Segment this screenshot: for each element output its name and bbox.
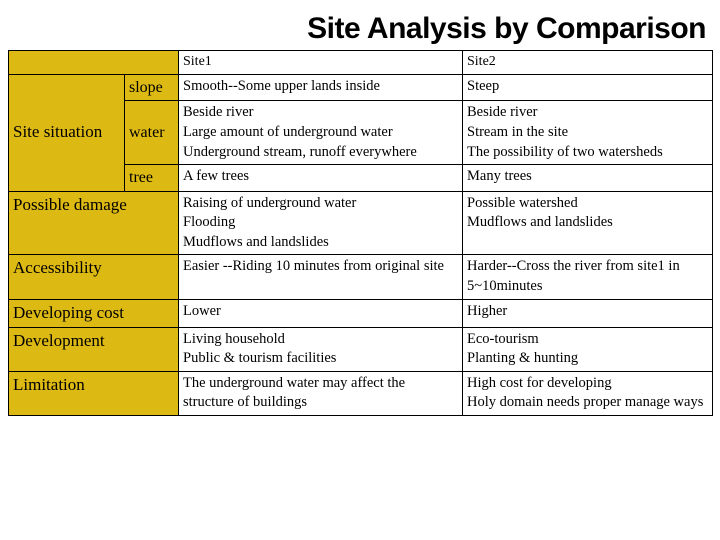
sublabel-slope: slope <box>125 74 179 101</box>
cell-access-site2: Harder--Cross the river from site1 in 5~… <box>463 255 713 299</box>
comparison-table: Site1 Site2 Site situation slope Smooth-… <box>8 50 713 416</box>
cell-dev-site2: Eco-tourismPlanting & hunting <box>463 327 713 371</box>
cell-tree-site1: A few trees <box>179 165 463 192</box>
cell-water-site2: Beside riverStream in the siteThe possib… <box>463 101 713 165</box>
cell-damage-site1: Raising of underground waterFloodingMudf… <box>179 191 463 255</box>
label-possible-damage: Possible damage <box>9 191 179 255</box>
label-limitation: Limitation <box>9 371 179 415</box>
cell-water-site1: Beside riverLarge amount of underground … <box>179 101 463 165</box>
cell-damage-site2: Possible watershedMudflows and landslide… <box>463 191 713 255</box>
page-title: Site Analysis by Comparison <box>0 0 720 50</box>
header-blank <box>9 51 179 75</box>
header-site1: Site1 <box>179 51 463 75</box>
cell-dev-site1: Living householdPublic & tourism facilit… <box>179 327 463 371</box>
cell-slope-site2: Steep <box>463 74 713 101</box>
row-limitation: Limitation The underground water may aff… <box>9 371 713 415</box>
row-development: Development Living householdPublic & tou… <box>9 327 713 371</box>
table-header-row: Site1 Site2 <box>9 51 713 75</box>
cell-access-site1: Easier --Riding 10 minutes from original… <box>179 255 463 299</box>
row-slope: Site situation slope Smooth--Some upper … <box>9 74 713 101</box>
sublabel-tree: tree <box>125 165 179 192</box>
row-developing-cost: Developing cost Lower Higher <box>9 299 713 327</box>
cell-devcost-site1: Lower <box>179 299 463 327</box>
cell-limit-site2: High cost for developingHoly domain need… <box>463 371 713 415</box>
label-developing-cost: Developing cost <box>9 299 179 327</box>
label-site-situation: Site situation <box>9 74 125 191</box>
cell-devcost-site2: Higher <box>463 299 713 327</box>
row-accessibility: Accessibility Easier --Riding 10 minutes… <box>9 255 713 299</box>
header-site2: Site2 <box>463 51 713 75</box>
sublabel-water: water <box>125 101 179 165</box>
label-accessibility: Accessibility <box>9 255 179 299</box>
row-possible-damage: Possible damage Raising of underground w… <box>9 191 713 255</box>
cell-limit-site1: The underground water may affect the str… <box>179 371 463 415</box>
cell-slope-site1: Smooth--Some upper lands inside <box>179 74 463 101</box>
label-development: Development <box>9 327 179 371</box>
cell-tree-site2: Many trees <box>463 165 713 192</box>
